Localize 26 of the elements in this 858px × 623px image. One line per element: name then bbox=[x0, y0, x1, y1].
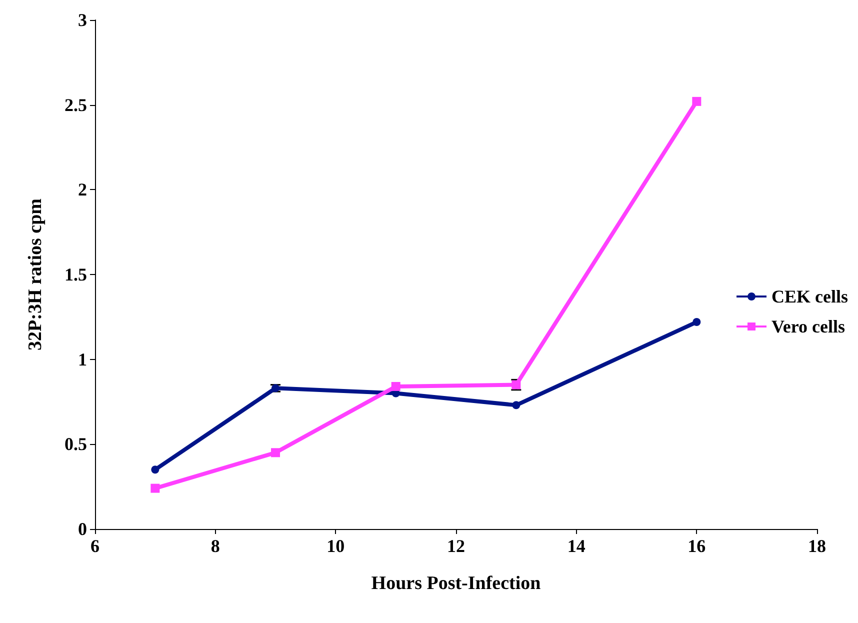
x-tick-label: 10 bbox=[326, 536, 345, 556]
x-tick-label: 6 bbox=[90, 536, 100, 556]
y-axis-title: 32P:3H ratios cpm bbox=[25, 198, 46, 350]
y-tick-label: 0.5 bbox=[64, 434, 87, 454]
point bbox=[692, 318, 701, 326]
point bbox=[151, 466, 160, 474]
x-tick-label: 14 bbox=[567, 536, 586, 556]
legend-label: CEK cells bbox=[772, 286, 848, 306]
point bbox=[512, 401, 520, 410]
point bbox=[150, 484, 160, 493]
legend-label: Vero cells bbox=[772, 316, 846, 336]
y-tick-label: 1.5 bbox=[64, 264, 87, 284]
point bbox=[272, 384, 280, 392]
x-axis-title: Hours Post-Infection bbox=[371, 573, 542, 594]
x-tick-label: 18 bbox=[808, 536, 826, 556]
y-tick-label: 2.5 bbox=[64, 94, 87, 115]
y-tick-label: 3 bbox=[78, 10, 87, 30]
point bbox=[271, 448, 280, 458]
point bbox=[391, 382, 400, 391]
y-tick-label: 2 bbox=[78, 180, 87, 200]
y-tick-label: 0 bbox=[78, 519, 87, 539]
x-tick-label: 12 bbox=[447, 536, 465, 556]
x-tick-label: 16 bbox=[688, 536, 706, 556]
point bbox=[692, 96, 702, 106]
y-tick-label: 1 bbox=[78, 349, 87, 370]
x-tick-label: 8 bbox=[210, 536, 220, 556]
